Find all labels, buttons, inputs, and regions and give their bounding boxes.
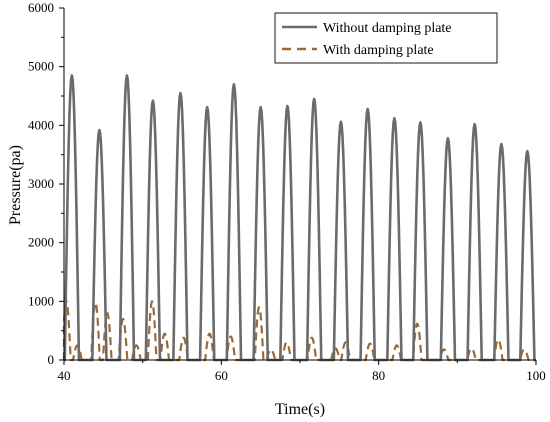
x-tick-label: 100: [526, 368, 546, 383]
y-tick-label: 2000: [28, 235, 54, 250]
x-axis-title: Time(s): [275, 401, 325, 418]
legend-label-with-damping: With damping plate: [323, 43, 434, 58]
series-lines: [62, 74, 536, 362]
x-tick-label: 80: [372, 368, 385, 383]
y-tick-label: 1000: [28, 293, 54, 308]
y-tick-label: 5000: [28, 59, 54, 74]
x-tick-label: 60: [215, 368, 228, 383]
y-axis-title: Pressure(pa): [7, 145, 24, 225]
series-line-without-damping: [63, 74, 536, 362]
legend: Without damping plate With damping plate: [274, 12, 498, 64]
legend-box: [274, 12, 498, 64]
x-tick-label: 40: [58, 368, 71, 383]
y-tick-label: 6000: [28, 0, 54, 15]
y-tick-label: 4000: [28, 117, 54, 132]
legend-label-without-damping: Without damping plate: [323, 21, 452, 36]
y-tick-label: 0: [48, 352, 55, 367]
y-tick-label: 3000: [28, 176, 54, 191]
